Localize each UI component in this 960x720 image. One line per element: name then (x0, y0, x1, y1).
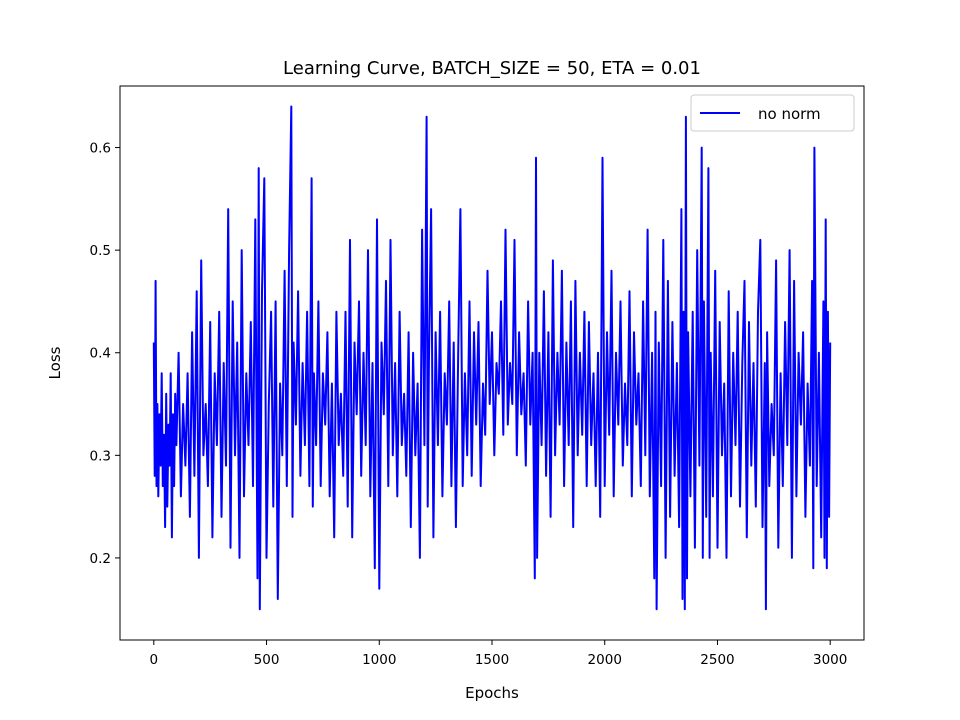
x-tick-label: 1500 (475, 652, 509, 668)
y-tick-label: 0.4 (90, 346, 111, 362)
x-tick-label: 2500 (700, 652, 734, 668)
legend-box (690, 94, 855, 132)
y-axis: 0.2 0.3 0.4 0.5 0.6 (90, 141, 120, 567)
x-axis: 0 500 1000 1500 2000 2500 3000 (150, 640, 847, 668)
y-tick-label: 0.6 (90, 141, 111, 157)
x-tick-label: 500 (254, 652, 280, 668)
y-tick-label: 0.5 (90, 243, 111, 259)
x-axis-label: Epochs (465, 684, 519, 702)
x-tick-label: 2000 (588, 652, 622, 668)
legend-label-no-norm: no norm (758, 105, 821, 123)
y-tick-label: 0.3 (90, 448, 111, 464)
series-line-no-norm (152, 105, 832, 611)
x-tick-label: 1000 (362, 652, 396, 668)
legend: no norm (690, 94, 855, 132)
x-tick-label: 0 (150, 652, 159, 668)
y-axis-label: Loss (46, 346, 64, 379)
chart-title: Learning Curve, BATCH_SIZE = 50, ETA = 0… (283, 58, 701, 79)
y-tick-label: 0.2 (90, 551, 111, 567)
x-tick-label: 3000 (813, 652, 847, 668)
